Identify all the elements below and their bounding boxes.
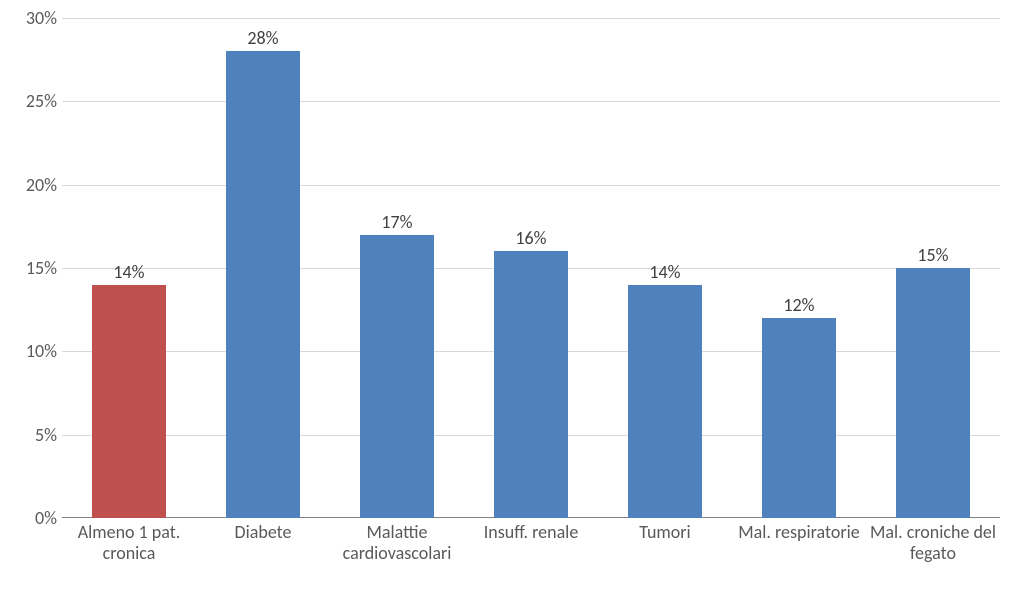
bar-value-label: 14% (628, 261, 702, 283)
y-tick-label: 25% (7, 90, 57, 112)
y-tick-label: 0% (7, 507, 57, 529)
x-tick-label: Mal. respiratorie (732, 522, 866, 543)
y-tick-label: 15% (7, 257, 57, 279)
bar: 28% (226, 51, 300, 518)
bar: 14% (628, 285, 702, 518)
x-tick-label: Tumori (598, 522, 732, 543)
bar-value-label: 16% (494, 227, 568, 249)
bar: 14% (92, 285, 166, 518)
y-tick-label: 20% (7, 174, 57, 196)
bar-value-label: 28% (226, 27, 300, 49)
y-tick-label: 5% (7, 424, 57, 446)
bar-value-label: 15% (896, 244, 970, 266)
bar: 15% (896, 268, 970, 518)
bar: 12% (762, 318, 836, 518)
x-tick-label: Malattie cardiovascolari (330, 522, 464, 563)
bar: 17% (360, 235, 434, 518)
x-axis-labels: Almeno 1 pat. cronicaDiabeteMalattie car… (62, 522, 1000, 592)
bar: 16% (494, 251, 568, 518)
bar-value-label: 17% (360, 211, 434, 233)
x-tick-label: Mal. croniche del fegato (866, 522, 1000, 563)
bar-value-label: 14% (92, 261, 166, 283)
bar-value-label: 12% (762, 294, 836, 316)
x-tick-label: Insuff. renale (464, 522, 598, 543)
bar-chart: 14% 28% 17% 16% 14% 12% 15% Almeno 1 pat. cron… (0, 0, 1017, 606)
x-tick-label: Almeno 1 pat. cronica (62, 522, 196, 563)
x-tick-label: Diabete (196, 522, 330, 543)
y-tick-label: 10% (7, 340, 57, 362)
bars-container: 14% 28% 17% 16% 14% 12% 15% (62, 18, 1000, 518)
y-tick-label: 30% (7, 7, 57, 29)
